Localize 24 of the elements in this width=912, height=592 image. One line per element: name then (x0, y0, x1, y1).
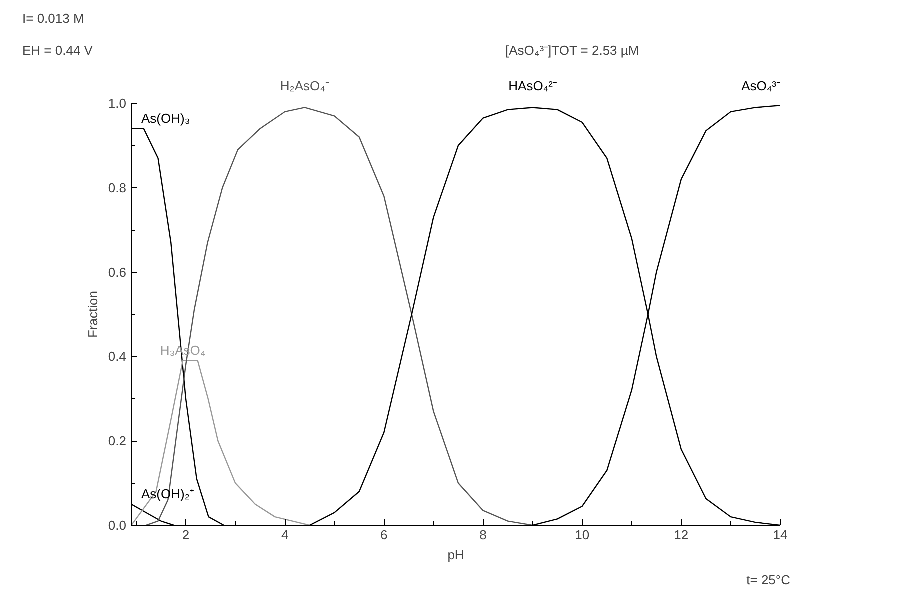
x-tick-label: 8 (480, 528, 487, 542)
x-tick-label: 10 (575, 528, 590, 542)
series-label: AsO₄³⁻ (742, 78, 781, 94)
series-label: H₂AsO₄⁻ (280, 78, 330, 94)
x-axis-title: pH (448, 548, 464, 562)
x-tick-label: 2 (182, 528, 190, 542)
text: t= 25°C (746, 572, 791, 588)
series-label: HAsO₄²⁻ (508, 78, 557, 94)
x-tick-label: 14 (773, 528, 788, 542)
y-tick-label: 1.0 (108, 96, 127, 111)
x-tick-label: 12 (674, 528, 689, 542)
text: I= 0.013 M (22, 11, 84, 26)
y-tick-label: 0.8 (108, 180, 127, 196)
y-tick-label: 0.6 (108, 264, 127, 280)
x-tick-label: 4 (281, 528, 289, 542)
series-label: As(OH)₃ (142, 110, 190, 126)
y-axis-title: Fraction (85, 291, 100, 338)
x-tick-label: 6 (380, 528, 388, 542)
text: [AsO₄³⁻]TOT = 2.53 µM (506, 43, 640, 58)
line-series (132, 360, 310, 526)
y-tick-label: 0.2 (108, 434, 127, 449)
text: EH = 0.44 V (22, 43, 94, 58)
y-tick-label: 0.0 (108, 518, 127, 533)
y-tick-label: 0.4 (108, 349, 127, 364)
